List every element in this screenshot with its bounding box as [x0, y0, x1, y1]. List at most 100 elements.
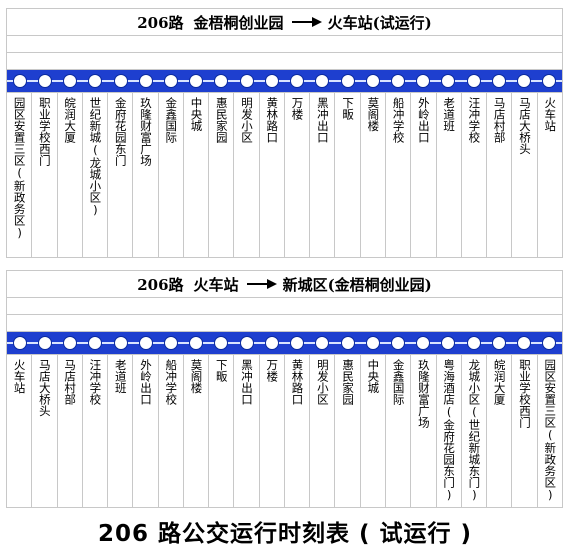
station-name: 万楼 [290, 97, 305, 120]
blank-row [7, 36, 562, 53]
station-cell: 莫阁楼 [184, 355, 210, 508]
station-name: 黑冲出口 [240, 359, 255, 405]
stop-dot-icon [518, 337, 531, 349]
route-destination: 火车站(试运行) [327, 13, 432, 32]
stop-dot-icon [417, 337, 430, 349]
stop-dot-icon [291, 337, 304, 349]
stop-dot-icon [291, 75, 304, 87]
station-name: 马店村部 [492, 97, 507, 143]
station-cell: 黄林路口 [285, 355, 311, 508]
station-cell: 金府花园东门 [108, 93, 134, 258]
station-cell: 龙城小区(世纪新城东门) [462, 355, 488, 508]
station-name: 金鑫国际 [164, 97, 179, 143]
stop-dot-icon [64, 337, 77, 349]
station-cell: 园区安置三区(新政务区) [7, 93, 33, 258]
station-cell: 外岭出口 [133, 355, 159, 508]
arrow-right-icon [246, 279, 277, 289]
route-line [7, 70, 562, 93]
station-cell: 惠民家园 [209, 93, 235, 258]
station-cell: 汪冲学校 [83, 355, 109, 508]
station-cell: 粤海酒店(金府花园东门) [437, 355, 462, 508]
stop-dot-icon [543, 337, 556, 349]
route-destination: 新城区(金梧桐创业园) [282, 275, 432, 294]
station-name: 马店大桥头 [37, 359, 52, 417]
station-list: 园区安置三区(新政务区) 职业学校西门 皖润大厦 世纪新城(龙城小区) 金府花园东门 玖隆… [7, 93, 562, 258]
stop-dot-icon [467, 337, 480, 349]
station-cell: 金鑫国际 [386, 355, 412, 508]
station-name: 黄林路口 [290, 359, 305, 405]
station-name: 老道班 [113, 359, 128, 394]
station-cell: 船冲学校 [159, 355, 184, 508]
blank-row [7, 53, 562, 70]
stop-dot-icon [392, 337, 405, 349]
stop-dot-icon [114, 75, 127, 87]
station-cell: 船冲学校 [386, 93, 412, 258]
stop-dot-icon [139, 75, 152, 87]
route-table-outbound: 206路 金梧桐创业园 火车站(试运行) 园区安置三区(新政务区) 职业学校西门皖… [6, 8, 563, 258]
station-cell: 马店大桥头 [32, 355, 58, 508]
station-name: 外岭出口 [138, 359, 153, 405]
station-cell: 玖隆财富广场 [133, 93, 159, 258]
route-line-stripe [7, 342, 562, 344]
stop-dot-icon [38, 337, 51, 349]
station-cell: 火车站 [7, 355, 33, 508]
route-origin: 火车站 [193, 275, 239, 294]
station-cell: 外岭出口 [411, 93, 437, 258]
stop-dot-icon [164, 75, 177, 87]
station-name: 职业学校西门 [517, 359, 532, 428]
stop-dot-icon [164, 337, 177, 349]
stop-dot-icon [89, 337, 102, 349]
page-caption: 206 路公交运行时刻表 ( 试运行 ) [97, 521, 473, 547]
stop-dot-icon [366, 75, 379, 87]
station-name: 惠民家园 [341, 359, 356, 405]
stop-dot-icon [13, 337, 26, 349]
station-name: 莫阁楼 [366, 97, 381, 132]
station-name: 下畈 [214, 359, 229, 382]
station-name: 明发小区 [315, 359, 330, 405]
station-cell: 黄林路口 [260, 93, 285, 258]
stop-dot-icon [89, 75, 102, 87]
station-cell: 莫阁楼 [361, 93, 386, 258]
stop-dot-icon [215, 75, 228, 87]
route-number: 206路 [137, 275, 184, 294]
station-cell: 老道班 [437, 93, 462, 258]
station-cell: 汪冲学校 [462, 93, 488, 258]
station-name: 玖隆财富广场 [138, 97, 153, 166]
station-cell: 万楼 [285, 93, 311, 258]
station-name: 园区安置三区(新政务区) [12, 97, 27, 240]
station-cell: 明发小区 [310, 355, 336, 508]
route-table-inbound: 206路 火车站 新城区(金梧桐创业园) 火车站 马店大桥头 马店村部 汪冲学校 老道班… [6, 270, 563, 508]
route-number: 206路 [137, 13, 184, 32]
stop-dot-icon [492, 337, 505, 349]
station-cell: 惠民家园 [335, 355, 361, 508]
station-name: 黄林路口 [265, 97, 280, 143]
stop-dot-icon [341, 75, 354, 87]
stop-dot-icon [543, 75, 556, 87]
stop-dot-icon [13, 75, 26, 87]
stop-dot-icon [265, 337, 278, 349]
station-name: 皖润大厦 [492, 359, 507, 405]
station-name: 船冲学校 [391, 97, 406, 143]
blank-row [7, 315, 562, 332]
stop-dot-icon [190, 337, 203, 349]
station-name: 下畈 [341, 97, 356, 120]
stop-dot-icon [139, 337, 152, 349]
station-cell: 皖润大厦 [487, 355, 513, 508]
station-name: 马店大桥头 [517, 97, 532, 155]
stop-dot-icon [240, 75, 253, 87]
station-cell: 职业学校西门 [512, 355, 538, 508]
station-name: 惠民家园 [214, 97, 229, 143]
station-name: 汪冲学校 [467, 97, 482, 143]
station-name: 职业学校西门 [37, 97, 52, 166]
route-line-stripe [7, 80, 562, 82]
station-cell: 下畈 [209, 355, 235, 508]
station-cell: 马店村部 [58, 355, 83, 508]
stop-dot-icon [417, 75, 430, 87]
station-name: 粤海酒店(金府花园东门) [442, 359, 457, 502]
station-name: 马店村部 [63, 359, 78, 405]
stop-dot-icon [64, 75, 77, 87]
station-cell: 明发小区 [234, 93, 260, 258]
station-cell: 马店村部 [487, 93, 513, 258]
station-cell: 下畈 [335, 93, 361, 258]
station-name: 玖隆财富广场 [416, 359, 431, 428]
